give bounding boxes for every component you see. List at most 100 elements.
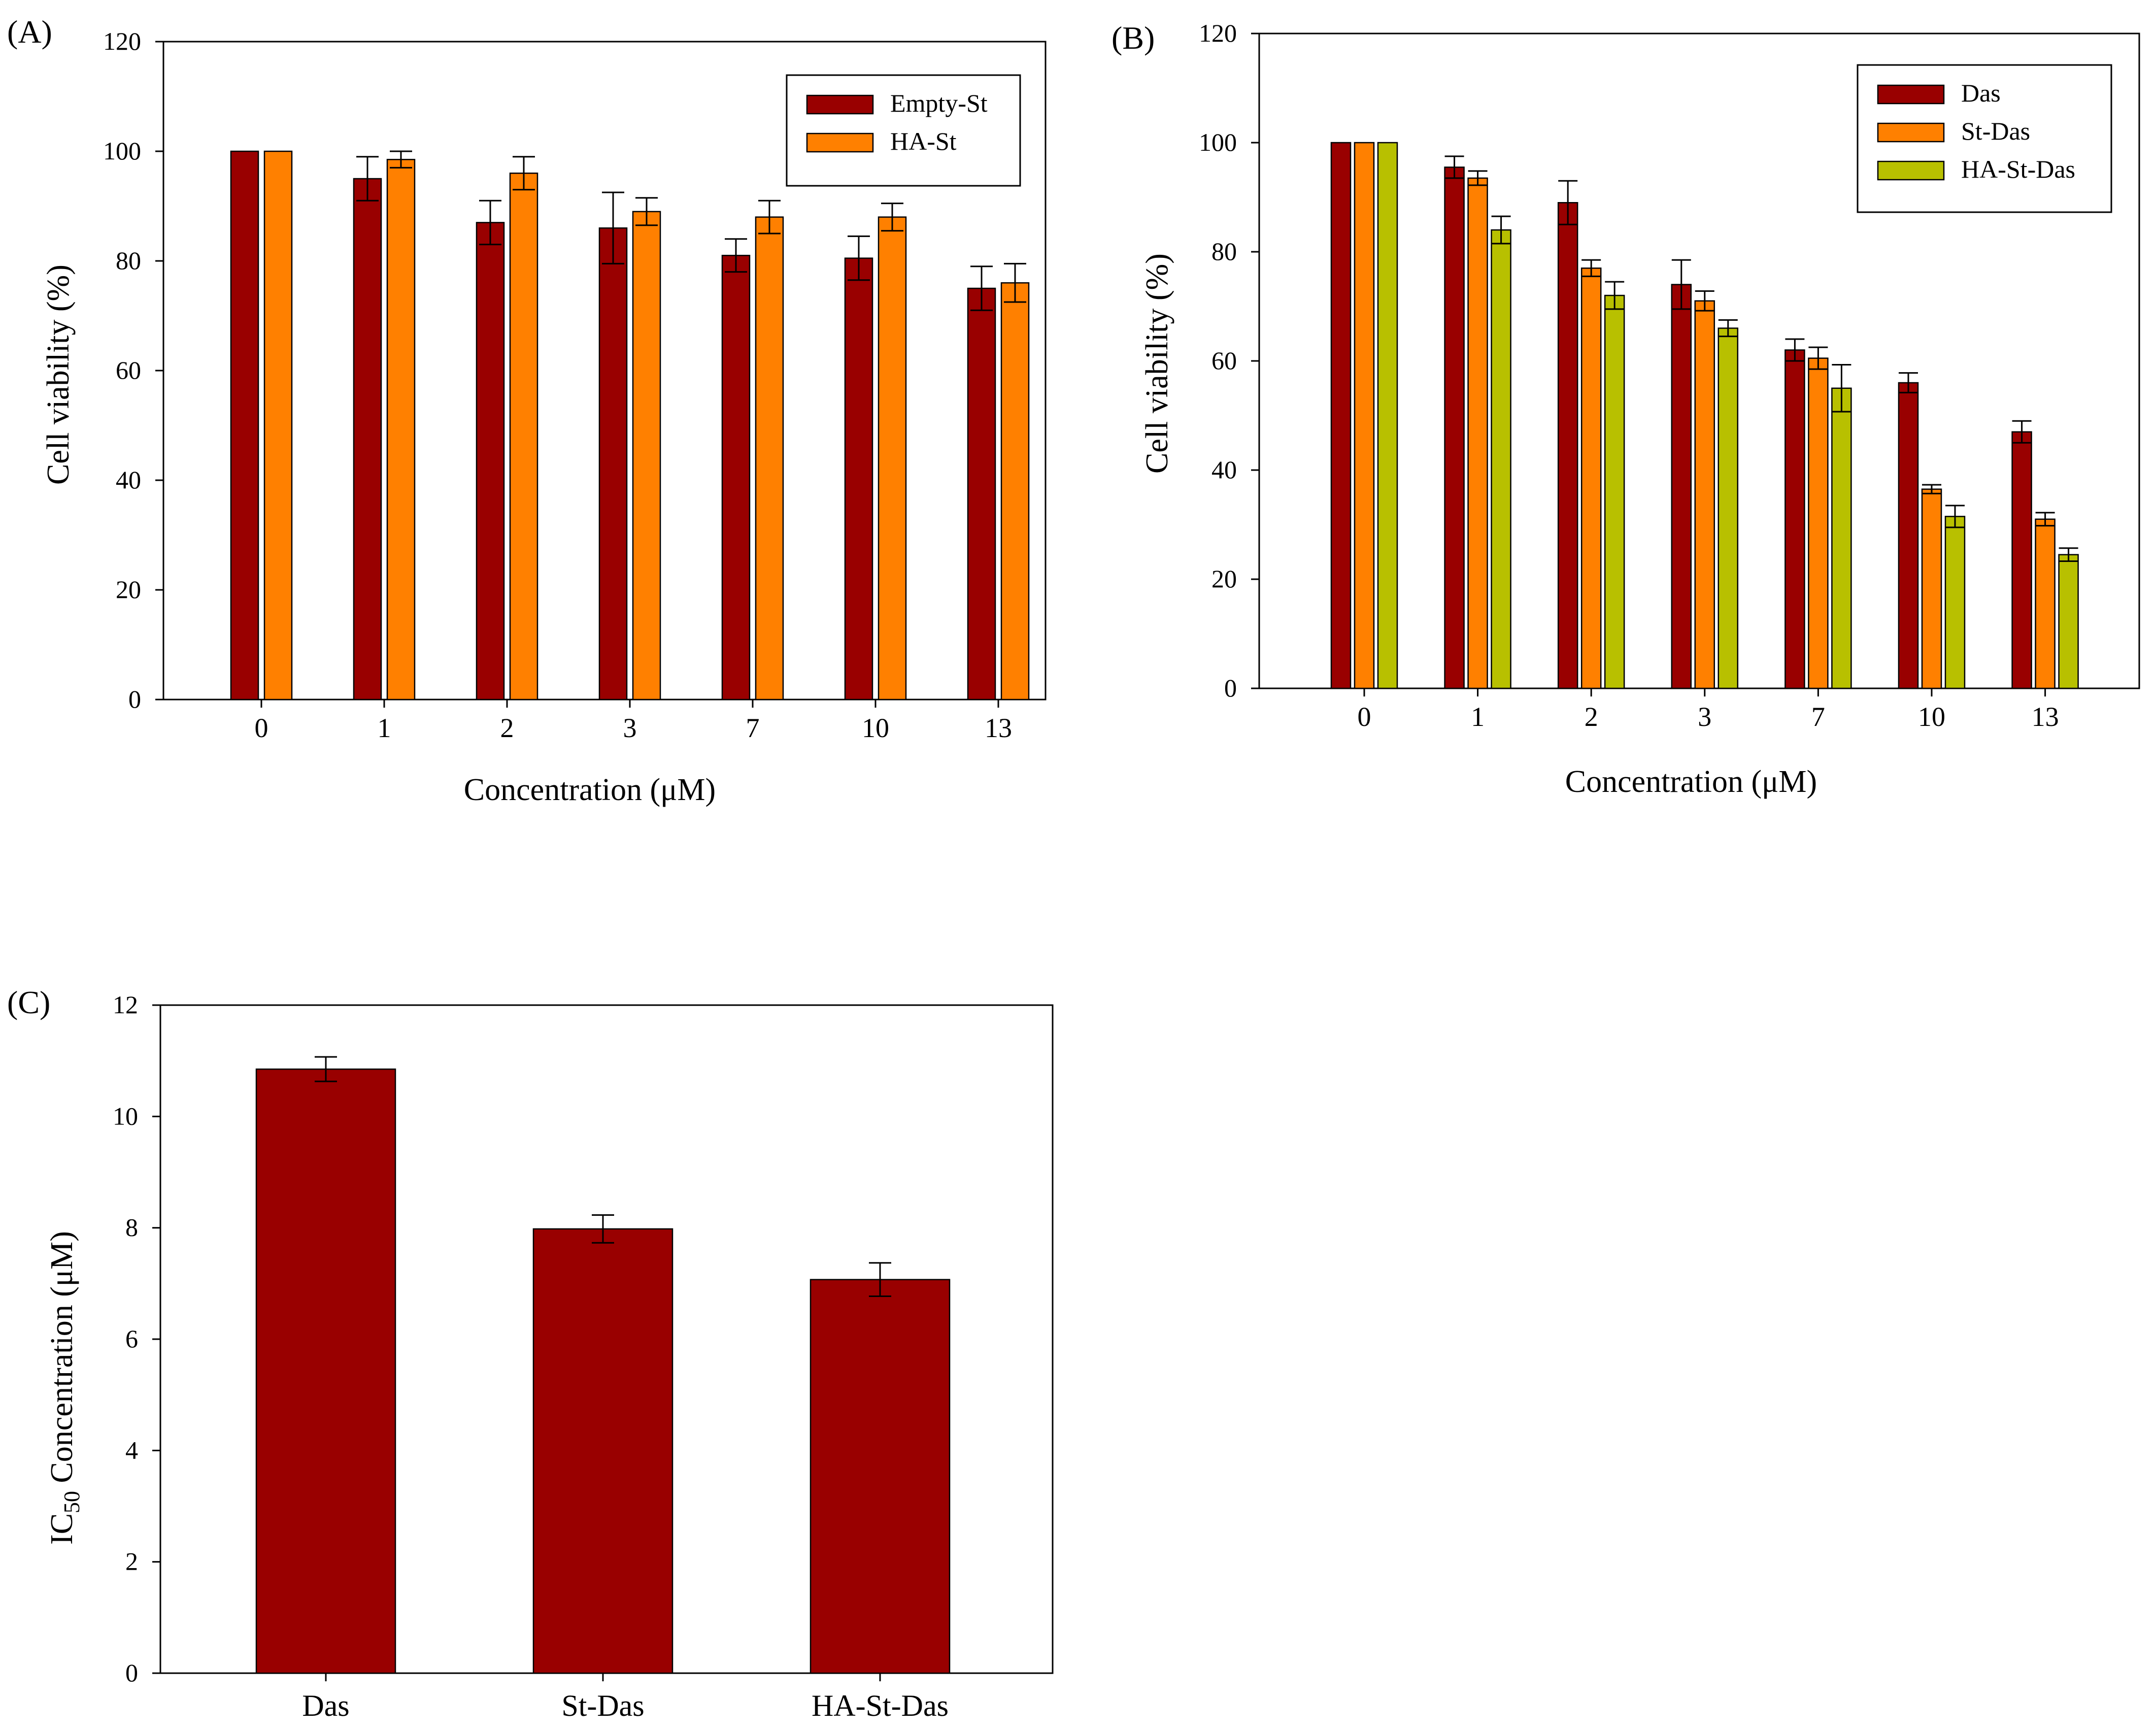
panel-a: (A) Cell viability (%) Concentration (μM…: [7, 14, 1047, 807]
panel-b-y-tick-label: 20: [1211, 564, 1237, 593]
panel-a-legend-swatch: [806, 132, 874, 153]
panel-a-bar: [230, 150, 259, 701]
panel-b-y-tick-label: 80: [1211, 237, 1237, 265]
panel-a-x-tick-label: 1: [378, 713, 391, 743]
panel-a-bar: [509, 172, 538, 701]
panel-b-bar: [2035, 518, 2056, 689]
panel-b-y-tick-label: 100: [1199, 128, 1237, 156]
panel-b-legend-label: St-Das: [1961, 117, 2030, 145]
panel-c-x-tick-label: HA-St-Das: [812, 1689, 949, 1722]
panel-a-bar: [386, 158, 416, 701]
panel-b-legend-swatch: [1877, 122, 1945, 143]
panel-c-y-tick-label: 10: [113, 1102, 138, 1130]
panel-a-plot: 0 20 40 60 80 100 120 0 1 2 3 7 10 13 Empty-St HA-St: [103, 27, 1047, 743]
panel-b-x-tick-label: 1: [1471, 702, 1485, 732]
panel-c-y-axis-title-main: IC: [45, 1513, 79, 1545]
panel-b-legend-label: Das: [1961, 79, 2001, 107]
panel-b-legend-swatch: [1877, 84, 1945, 105]
panel-b-bar: [1467, 177, 1488, 689]
panel-a-x-tick-label: 2: [500, 713, 514, 743]
panel-a-label: (A): [7, 14, 52, 50]
panel-c-y-tick-label: 0: [125, 1658, 138, 1687]
panel-b-y-tick-label: 0: [1224, 674, 1237, 702]
panel-b-bar: [1944, 516, 1966, 689]
panel-c-y-tick-label: 12: [113, 990, 138, 1019]
panel-b-bar: [1671, 284, 1692, 689]
panel-a-bar: [755, 216, 784, 701]
panel-a-x-tick-label: 7: [746, 713, 760, 743]
panel-c-y-tick-label: 8: [125, 1213, 138, 1242]
panel-a-y-axis-title: Cell viability (%): [41, 264, 76, 485]
panel-b-bar: [1808, 357, 1829, 689]
panel-a-legend-label: Empty-St: [890, 89, 988, 117]
panel-a-legend-label: HA-St: [890, 127, 957, 155]
panel-b-y-axis-title: Cell viability (%): [1140, 253, 1174, 474]
panel-b-bar: [1784, 349, 1805, 689]
panel-b-x-tick-label: 7: [1811, 702, 1825, 732]
panel-b-bar: [1717, 327, 1739, 689]
panel-c-x-tick-label: St-Das: [561, 1689, 644, 1722]
panel-c-bar: [532, 1228, 673, 1674]
panel-a-bar: [878, 216, 907, 701]
panel-b-label: (B): [1111, 20, 1155, 56]
panel-b-x-axis-title: Concentration (μM): [1565, 765, 1817, 799]
panel-a-bar: [967, 287, 996, 701]
panel-a-bar: [353, 178, 382, 701]
panel-a-bar: [1000, 282, 1030, 701]
panel-a-bar: [632, 211, 661, 701]
panel-a-y-tick-label: 100: [103, 137, 141, 165]
panel-b-x-tick-label: 3: [1698, 702, 1711, 732]
panel-c-bar: [810, 1279, 951, 1674]
panel-a-x-tick-label: 10: [862, 713, 889, 743]
panel-a-y-tick-label: 20: [116, 575, 141, 604]
panel-b-x-tick-label: 13: [2032, 702, 2059, 732]
panel-b-y-tick-label: 40: [1211, 455, 1237, 484]
panel-a-x-tick-label: 0: [255, 713, 268, 743]
panel-c-y-axis-title-rest: Concentration (μM): [45, 1231, 79, 1491]
panel-b-bar: [1921, 488, 1942, 689]
panel-a-y-tick-label: 80: [116, 246, 141, 275]
panel-c-y-tick-label: 6: [125, 1324, 138, 1353]
panel-a-y-tick-label: 40: [116, 466, 141, 494]
panel-c-plot: 0 2 4 6 8 10 12 Das St-Das HA-St-Das: [113, 990, 1054, 1722]
panel-b-bar: [1580, 268, 1602, 689]
panel-b-bar: [1557, 202, 1578, 689]
panel-a-y-tick-label: 120: [103, 27, 141, 55]
panel-b-bar: [1898, 382, 1919, 689]
panel-a-x-tick-label: 13: [985, 713, 1012, 743]
panel-a-bar: [844, 257, 873, 701]
panel-a-legend-swatch: [806, 94, 874, 115]
panel-a-y-tick-label: 60: [116, 356, 141, 384]
panel-b-y-tick-label: 60: [1211, 346, 1237, 375]
panel-b-x-tick-label: 0: [1358, 702, 1371, 732]
panel-b-x-tick-label: 2: [1585, 702, 1598, 732]
panel-c-y-tick-label: 2: [125, 1547, 138, 1576]
panel-b-bar: [1444, 167, 1465, 689]
panel-b-plot: 0 20 40 60 80 100 120 0 1 2 3 7 10 13 Das St-Das HA-St-D…: [1199, 19, 2140, 732]
panel-b-bar: [1831, 387, 1852, 689]
panel-b-bar: [1354, 142, 1375, 689]
panel-a-x-axis-title: Concentration (μM): [464, 773, 716, 807]
panel-b-bar: [2011, 431, 2032, 689]
panel-c-bar: [255, 1068, 396, 1674]
panel-c-y-tick-label: 4: [125, 1436, 138, 1464]
panel-c-label: (C): [7, 984, 50, 1020]
panel-b-y-tick-label: 120: [1199, 19, 1237, 47]
panel-a-bar: [721, 254, 751, 701]
panel-b-x-tick-label: 10: [1918, 702, 1945, 732]
panel-a-y-tick-label: 0: [128, 685, 141, 713]
panel-b-legend-label: HA-St-Das: [1961, 155, 2075, 183]
panel-b: (B) Cell viability (%) Concentration (μM…: [1111, 19, 2140, 799]
panel-a-x-tick-label: 3: [623, 713, 637, 743]
panel-a-bar: [598, 227, 628, 701]
panel-c-y-axis-title: IC50 Concentration (μM): [45, 1231, 84, 1545]
panel-a-legend-box: [786, 74, 1021, 187]
panel-b-legend-swatch: [1877, 160, 1945, 181]
panel-a-bar: [476, 222, 505, 701]
panel-c-x-tick-label: Das: [302, 1689, 349, 1722]
panel-c-y-axis-title-subscript: 50: [59, 1491, 84, 1513]
panel-b-bar: [1694, 300, 1715, 689]
panel-b-bar: [1491, 229, 1511, 689]
panel-b-bar: [1377, 142, 1398, 689]
